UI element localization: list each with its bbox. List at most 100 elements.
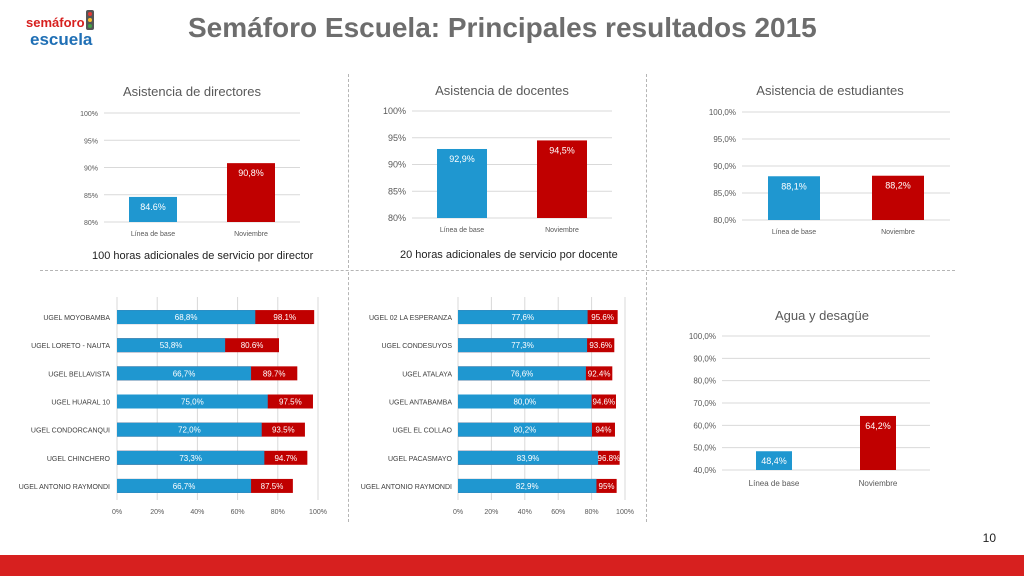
ugel_directores-tick-label: 0% <box>112 509 122 516</box>
docentes-tick-label: 100% <box>383 106 406 116</box>
divider-vertical-3 <box>348 272 349 522</box>
directores-data-label: 84.6% <box>140 202 166 212</box>
ugel_docentes-data-label-blue: 76,6% <box>511 369 534 378</box>
ugel_directores-category-label: UGEL MOYOBAMBA <box>43 315 110 322</box>
ugel_docentes-data-label-red: 93.6% <box>589 341 612 350</box>
ugel_directores-bar-blue <box>117 310 256 325</box>
ugel_docentes-category-label: UGEL CONDESUYOS <box>381 343 452 350</box>
ugel_docentes-data-label-red: 95% <box>599 482 615 491</box>
semaforo-escuela-logo: semáforo escuela <box>26 10 94 49</box>
directores-data-label: 90,8% <box>238 168 264 178</box>
traffic-light-icon <box>86 10 94 30</box>
docentes-tick-label: 85% <box>388 186 406 196</box>
docentes-bar <box>437 148 487 218</box>
docentes-tick-label: 90% <box>388 160 406 170</box>
ugel_directores-tick-label: 80% <box>271 509 285 516</box>
ugel_docentes-category-label: UGEL EL COLLAO <box>393 428 453 435</box>
ugel_directores-category-label: UGEL BELLAVISTA <box>48 371 110 378</box>
ugel_directores-data-label-blue: 75,0% <box>181 398 204 407</box>
footer-bar <box>0 555 1024 576</box>
ugel_directores-data-label-blue: 53,8% <box>160 341 183 350</box>
agua-bar <box>860 415 896 470</box>
ugel_directores-data-label-blue: 66,7% <box>173 482 196 491</box>
agua-tick-label: 50,0% <box>693 444 716 453</box>
ugel_directores-tick-label: 100% <box>309 509 327 516</box>
agua-category-label: Noviembre <box>859 479 898 488</box>
ugel_directores-bar-blue <box>117 394 268 409</box>
estudiantes-tick-label: 100,0% <box>709 108 736 117</box>
directores-title: Asistencia de directores <box>123 84 262 99</box>
agua-tick-label: 90,0% <box>693 354 716 363</box>
agua-tick-label: 80,0% <box>693 377 716 386</box>
docentes-tick-label: 80% <box>388 213 406 223</box>
ugel_directores-category-label: UGEL CONDORCANQUI <box>31 428 110 435</box>
ugel_directores-category-label: UGEL LORETO - NAUTA <box>31 343 110 350</box>
ugel_docentes-tick-label: 100% <box>616 509 634 516</box>
docentes-category-label: Línea de base <box>440 227 484 234</box>
docentes-category-label: Noviembre <box>545 227 579 234</box>
ugel_docentes-data-label-blue: 77,3% <box>511 341 534 350</box>
ugel_docentes-data-label-red: 92.4% <box>588 369 611 378</box>
agua-tick-label: 40,0% <box>693 466 716 475</box>
estudiantes-category-label: Noviembre <box>881 229 915 236</box>
ugel_docentes-tick-label: 0% <box>453 509 463 516</box>
ugel_directores-data-label-red: 89.7% <box>263 369 286 378</box>
ugel_directores-data-label-red: 80.6% <box>241 341 264 350</box>
directores-category-label: Noviembre <box>234 231 268 238</box>
agua-tick-label: 70,0% <box>693 399 716 408</box>
caption-directores: 100 horas adicionales de servicio por di… <box>92 250 314 262</box>
ugel_docentes-tick-label: 40% <box>518 509 532 516</box>
divider-vertical-1 <box>348 74 349 268</box>
ugel_directores-data-label-red: 97.5% <box>279 398 302 407</box>
page-number: 10 <box>982 531 996 545</box>
estudiantes-bar <box>872 175 924 220</box>
ugel_directores-bar-blue <box>117 338 226 353</box>
logo-top-text: semáforo <box>26 15 85 30</box>
directores-category-label: Línea de base <box>131 231 175 238</box>
ugel_directores-tick-label: 60% <box>231 509 245 516</box>
estudiantes-tick-label: 95,0% <box>713 135 736 144</box>
agua-category-label: Línea de base <box>749 479 800 488</box>
directores-tick-label: 100% <box>80 111 98 118</box>
docentes-tick-label: 95% <box>388 133 406 143</box>
directores-tick-label: 90% <box>84 166 98 173</box>
ugel_docentes-data-label-blue: 77,6% <box>511 313 534 322</box>
agua-data-label: 64,2% <box>865 421 891 431</box>
agua-title: Agua y desagüe <box>775 308 869 323</box>
ugel_docentes-data-label-blue: 80,0% <box>513 398 536 407</box>
ugel_docentes-tick-label: 80% <box>585 509 599 516</box>
ugel_docentes-category-label: UGEL ATALAYA <box>402 371 452 378</box>
estudiantes-tick-label: 80,0% <box>713 216 736 225</box>
ugel_directores-tick-label: 40% <box>190 509 204 516</box>
directores-tick-label: 80% <box>84 220 98 227</box>
ugel_directores-category-label: UGEL ANTONIO RAYMONDI <box>19 484 110 491</box>
ugel_docentes-category-label: UGEL 02 LA ESPERANZA <box>369 315 452 322</box>
estudiantes-data-label: 88,2% <box>885 181 911 191</box>
ugel_docentes-tick-label: 20% <box>484 509 498 516</box>
ugel_directores-category-label: UGEL HUARAL 10 <box>51 400 110 407</box>
ugel_docentes-category-label: UGEL ANTABAMBA <box>389 400 452 407</box>
agua-tick-label: 60,0% <box>693 421 716 430</box>
ugel_docentes-data-label-blue: 80,2% <box>514 426 537 435</box>
ugel_directores-bar-blue <box>117 366 252 381</box>
logo-bottom-text: escuela <box>30 30 93 49</box>
ugel_docentes-bar-blue <box>458 310 588 325</box>
estudiantes-title: Asistencia de estudiantes <box>756 83 904 98</box>
directores-tick-label: 85% <box>84 193 98 200</box>
ugel_docentes-bar-blue <box>458 366 586 381</box>
ugel_docentes-bar-blue <box>458 338 588 353</box>
divider-vertical-4 <box>646 272 647 522</box>
estudiantes-tick-label: 85,0% <box>713 189 736 198</box>
ugel_docentes-category-label: UGEL PACASMAYO <box>388 456 453 463</box>
ugel_directores-data-label-red: 87.5% <box>261 482 284 491</box>
caption-docentes: 20 horas adicionales de servicio por doc… <box>400 249 618 261</box>
estudiantes-data-label: 88,1% <box>781 181 807 191</box>
divider-vertical-2 <box>646 74 647 268</box>
estudiantes-category-label: Línea de base <box>772 229 816 236</box>
directores-bar <box>227 163 275 222</box>
ugel_directores-data-label-blue: 72,0% <box>178 426 201 435</box>
ugel_docentes-data-label-blue: 83,9% <box>517 454 540 463</box>
ugel_docentes-category-label: UGEL ANTONIO RAYMONDI <box>361 484 452 491</box>
ugel_directores-data-label-blue: 66,7% <box>173 369 196 378</box>
